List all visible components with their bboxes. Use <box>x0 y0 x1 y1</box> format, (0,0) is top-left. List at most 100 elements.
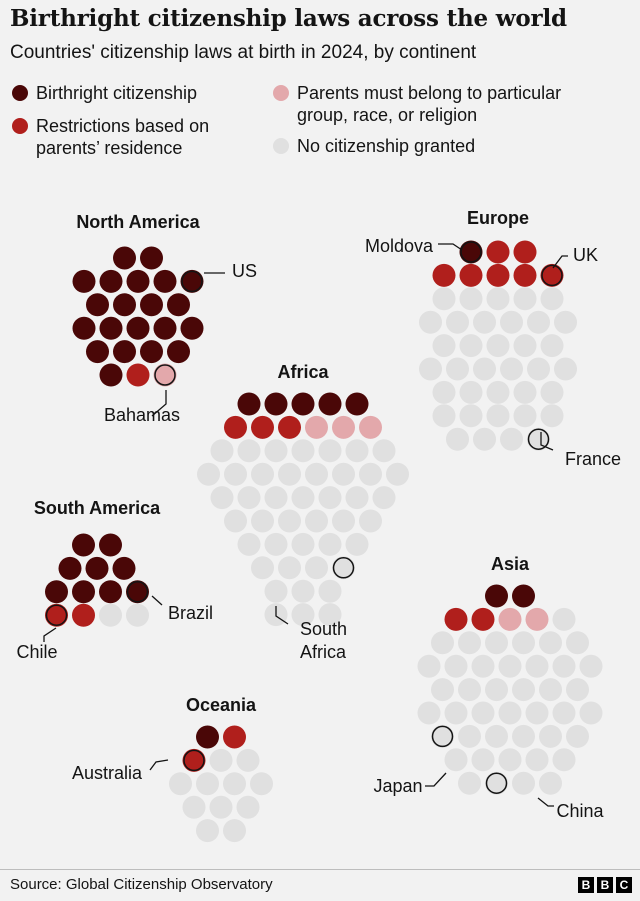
country-dot <box>126 580 149 604</box>
legend-swatch-none <box>273 138 289 154</box>
country-dot <box>512 678 535 702</box>
country-dot <box>126 363 150 387</box>
country-dot <box>223 819 246 843</box>
annotation-line-bahamas <box>151 390 167 417</box>
country-dot <box>278 415 301 439</box>
country-dot <box>458 724 481 748</box>
country-dot <box>45 603 68 627</box>
legend-swatch-birthright <box>12 85 28 101</box>
logo-letter: C <box>616 877 632 893</box>
country-dot <box>512 584 535 608</box>
country-dot <box>278 509 301 533</box>
country-dot <box>237 392 261 416</box>
country-dot <box>458 631 481 655</box>
legend-label-group: group, race, or religion <box>297 105 477 125</box>
cluster-south-america: South America Brazil Chile <box>16 498 213 662</box>
country-dot <box>264 579 288 603</box>
country-dot <box>513 263 537 287</box>
country-dot <box>458 771 481 795</box>
country-dot <box>359 415 382 439</box>
country-dot <box>291 486 315 510</box>
country-dot <box>345 486 369 510</box>
country-dot <box>527 427 550 451</box>
country-dot <box>498 748 522 772</box>
country-dot <box>471 701 495 725</box>
country-dot <box>305 509 328 533</box>
country-dot <box>209 748 233 772</box>
legend-swatch-restricted <box>12 118 28 134</box>
country-dot <box>167 340 190 364</box>
country-dot <box>291 439 315 463</box>
country-dot <box>169 772 192 796</box>
country-dot <box>419 357 442 381</box>
country-label-brazil: Brazil <box>168 603 213 623</box>
country-dot <box>540 334 564 358</box>
country-dot <box>113 293 136 317</box>
country-dot <box>196 819 219 843</box>
country-dot <box>264 392 288 416</box>
country-dot <box>525 654 549 678</box>
country-dot <box>264 532 288 556</box>
annotation-line-moldova <box>438 243 463 251</box>
country-dot <box>554 310 577 334</box>
country-dot <box>486 334 510 358</box>
country-dot <box>223 772 246 796</box>
country-dot <box>566 631 589 655</box>
country-dot <box>552 607 576 631</box>
highlight-ring-moldova <box>460 241 482 263</box>
country-dot <box>500 357 523 381</box>
country-dot <box>579 654 603 678</box>
country-dot <box>512 771 535 795</box>
country-dot <box>446 310 469 334</box>
cluster-oceania: Oceania Australia <box>72 695 273 843</box>
country-dot <box>318 392 342 416</box>
country-dot <box>525 607 549 631</box>
country-dot <box>99 603 122 627</box>
highlight-ring-south-africa <box>332 557 355 579</box>
country-dot <box>153 316 177 340</box>
country-dot <box>540 404 564 428</box>
country-dot <box>500 427 523 451</box>
country-dot <box>153 363 177 387</box>
country-dot <box>99 533 122 557</box>
country-dot <box>305 462 328 486</box>
highlight-ring-china <box>485 772 508 794</box>
country-dot <box>473 427 496 451</box>
country-dot <box>431 724 454 748</box>
country-dot <box>446 427 469 451</box>
country-dot <box>210 439 234 463</box>
continent-title: Europe <box>467 208 529 228</box>
country-dot <box>566 678 589 702</box>
country-dot <box>345 392 369 416</box>
highlight-ring-bahamas <box>154 364 176 386</box>
country-dot <box>359 509 382 533</box>
country-dot <box>72 580 95 604</box>
country-dot <box>224 415 247 439</box>
country-dot <box>180 316 204 340</box>
country-dot <box>332 462 355 486</box>
country-label-japan: Japan <box>373 776 422 796</box>
country-dot <box>459 404 483 428</box>
country-label-australia: Australia <box>72 763 143 783</box>
country-dot <box>552 748 576 772</box>
country-dot <box>540 380 564 404</box>
legend-swatch-group <box>273 85 289 101</box>
country-label-chile: Chile <box>16 642 57 662</box>
country-dot <box>486 287 510 311</box>
continent-title: Oceania <box>186 695 257 715</box>
country-dot <box>498 607 522 631</box>
legend-label-restricted: parents’ residence <box>36 138 182 158</box>
country-dot <box>140 340 163 364</box>
country-label-bahamas: Bahamas <box>104 405 180 425</box>
logo-letter: B <box>597 877 613 893</box>
country-dot <box>417 654 441 678</box>
continent-title: South America <box>34 498 161 518</box>
country-dot <box>417 701 441 725</box>
country-dot <box>512 724 535 748</box>
country-dot <box>485 771 508 795</box>
country-dot <box>209 795 233 819</box>
country-dot <box>444 654 468 678</box>
cluster-asia: Asia Japan China <box>373 554 604 821</box>
highlight-ring-australia <box>183 749 205 772</box>
country-dot <box>140 246 163 270</box>
